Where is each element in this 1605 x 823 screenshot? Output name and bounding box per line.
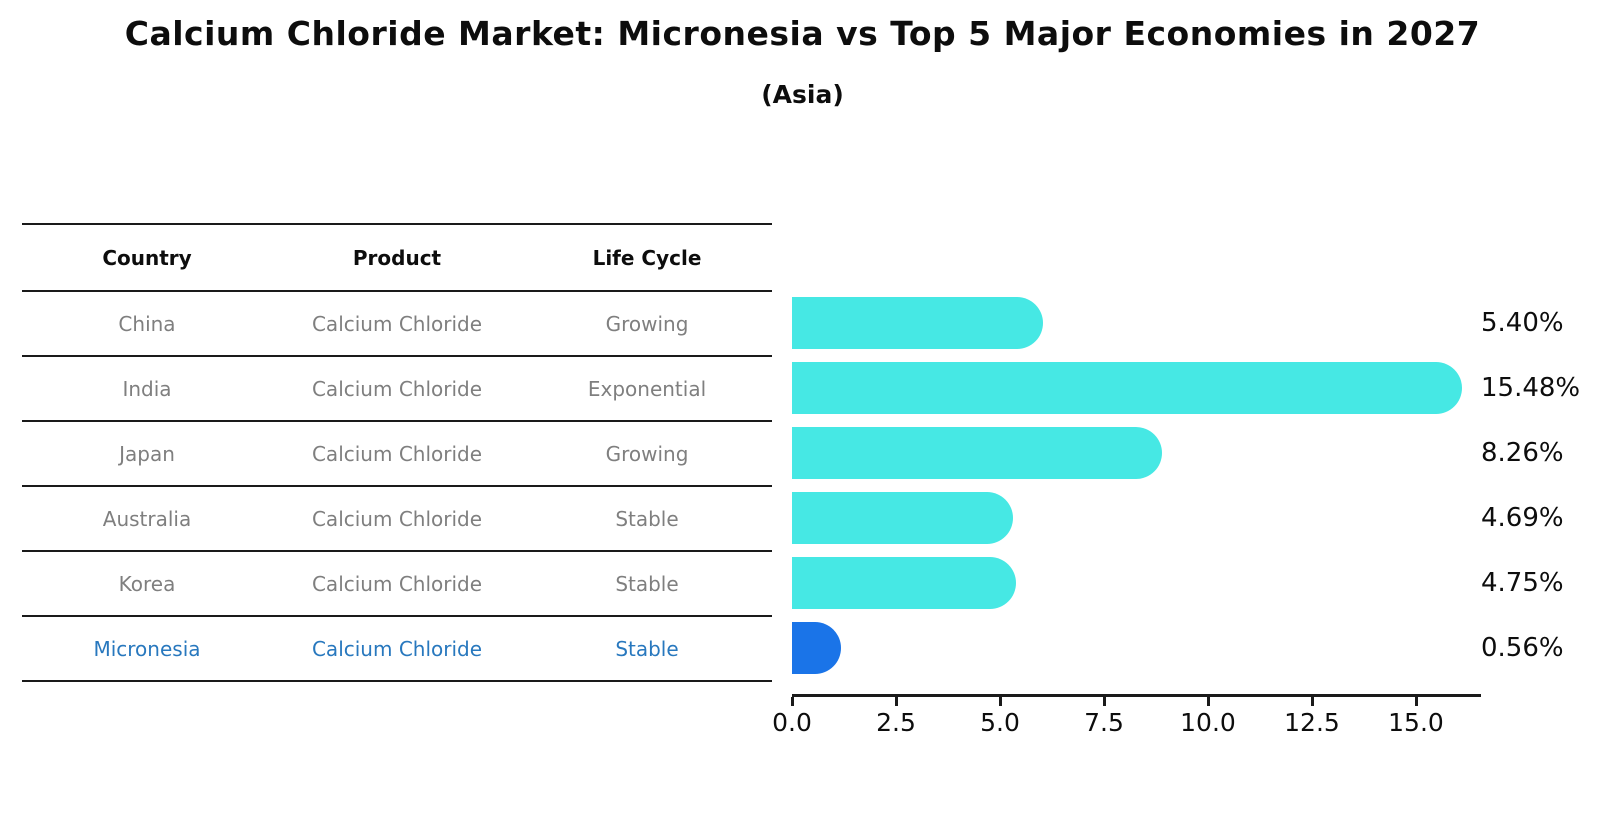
- bar-micronesia: [792, 621, 842, 674]
- table-row: Micronesia Calcium Chloride Stable: [22, 617, 772, 682]
- bar-australia: [792, 491, 1014, 544]
- bar-value-label: 5.40%: [1481, 307, 1564, 338]
- column-header: Life Cycle: [592, 245, 702, 270]
- bar-china: [792, 296, 1043, 349]
- x-axis-tick: [791, 697, 794, 706]
- cell-country: China: [118, 311, 176, 336]
- bar-korea: [792, 556, 1016, 609]
- table-row: Australia Calcium Chloride Stable: [22, 487, 772, 552]
- table-row: Japan Calcium Chloride Growing: [22, 422, 772, 487]
- cell-life-cycle: Growing: [605, 311, 689, 336]
- x-axis-tick: [1311, 697, 1314, 706]
- cell-country: Korea: [118, 571, 176, 596]
- bar-value-label: 15.48%: [1481, 372, 1581, 403]
- x-axis-tick-label: 0.0: [772, 708, 812, 737]
- column-header: Product: [352, 245, 442, 270]
- cell-product: Calcium Chloride: [311, 506, 483, 531]
- cell-country: Micronesia: [93, 636, 201, 661]
- x-axis-tick: [999, 697, 1002, 706]
- country-table: Country Product Life Cycle China Calcium Chl…: [22, 223, 772, 682]
- cell-life-cycle: Stable: [615, 571, 679, 596]
- x-axis-tick-label: 10.0: [1180, 708, 1236, 737]
- cell-product: Calcium Chloride: [311, 311, 483, 336]
- x-axis-tick: [1207, 697, 1210, 706]
- cell-product: Calcium Chloride: [311, 376, 483, 401]
- cell-product: Calcium Chloride: [311, 636, 483, 661]
- bar-value-label: 8.26%: [1481, 437, 1564, 468]
- cell-life-cycle: Stable: [615, 506, 679, 531]
- x-axis-tick: [1103, 697, 1106, 706]
- bar-japan: [792, 426, 1162, 479]
- x-axis-tick: [1415, 697, 1418, 706]
- bar-value-label: 4.75%: [1481, 567, 1564, 598]
- column-header: Country: [102, 245, 192, 270]
- cell-country: Japan: [119, 441, 175, 466]
- cell-country: India: [122, 376, 172, 401]
- table-row: India Calcium Chloride Exponential: [22, 357, 772, 422]
- cell-country: Australia: [102, 506, 192, 531]
- x-axis-tick-label: 7.5: [1084, 708, 1124, 737]
- cell-life-cycle: Growing: [605, 441, 689, 466]
- table-row: Korea Calcium Chloride Stable: [22, 552, 772, 617]
- cell-life-cycle: Exponential: [587, 376, 707, 401]
- x-axis-tick: [895, 697, 898, 706]
- figure-title: Calcium Chloride Market: Micronesia vs T…: [124, 14, 1481, 53]
- bar-india: [792, 361, 1462, 414]
- cell-product: Calcium Chloride: [311, 441, 483, 466]
- table-header-row: Country Product Life Cycle: [22, 225, 772, 292]
- x-axis-tick-label: 2.5: [876, 708, 916, 737]
- x-axis-line: [792, 694, 1481, 697]
- table-row: China Calcium Chloride Growing: [22, 292, 772, 357]
- x-axis-tick-label: 5.0: [980, 708, 1020, 737]
- x-axis-tick-label: 15.0: [1388, 708, 1444, 737]
- figure-subtitle: (Asia): [761, 80, 844, 109]
- cell-product: Calcium Chloride: [311, 571, 483, 596]
- cell-life-cycle: Stable: [615, 636, 679, 661]
- bar-value-label: 4.69%: [1481, 502, 1564, 533]
- bar-value-label: 0.56%: [1481, 632, 1564, 663]
- x-axis-tick-label: 12.5: [1284, 708, 1340, 737]
